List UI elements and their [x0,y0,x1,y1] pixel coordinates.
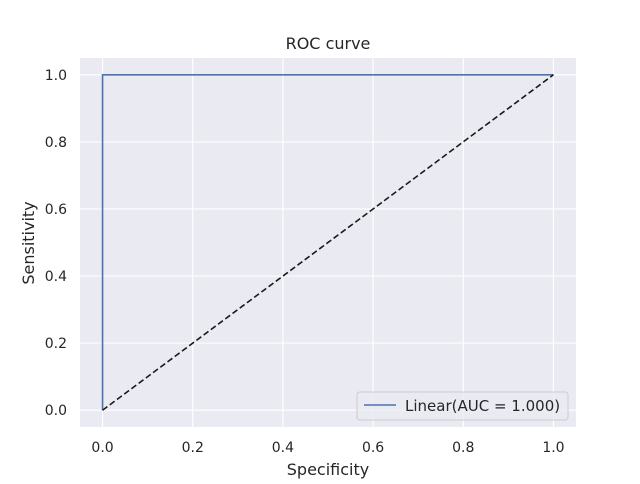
legend: Linear(AUC = 1.000) [356,391,569,421]
y-axis-label: Sensitivity [19,201,38,284]
y-tick-label: 1.0 [45,68,67,84]
y-tick-label: 0.0 [45,403,67,419]
legend-label: Linear(AUC = 1.000) [405,397,560,415]
series-lines [101,73,554,411]
x-tick-label: 0.2 [182,440,204,456]
grid-lines [80,58,576,427]
x-tick-label: 0.4 [272,440,294,456]
y-tick-label: 0.4 [45,269,67,285]
chance-diagonal-line [102,74,554,411]
legend-box [356,391,569,421]
y-tick-label: 0.2 [45,336,67,352]
x-tick-label: 0.6 [362,440,384,456]
y-tick-label: 0.8 [45,135,67,151]
x-tick-label: 0.0 [91,440,113,456]
tick-labels: 0.0 0.2 0.4 0.6 0.8 1.0 0.0 0.2 0.4 0.6 0.8 1.0 [45,68,565,456]
x-tick-label: 0.8 [452,440,474,456]
y-tick-label: 0.6 [45,202,67,218]
roc-curve-line [101,73,554,411]
x-axis-label: Specificity [287,460,369,479]
chart-title: ROC curve [286,34,371,53]
x-tick-label: 1.0 [542,440,564,456]
